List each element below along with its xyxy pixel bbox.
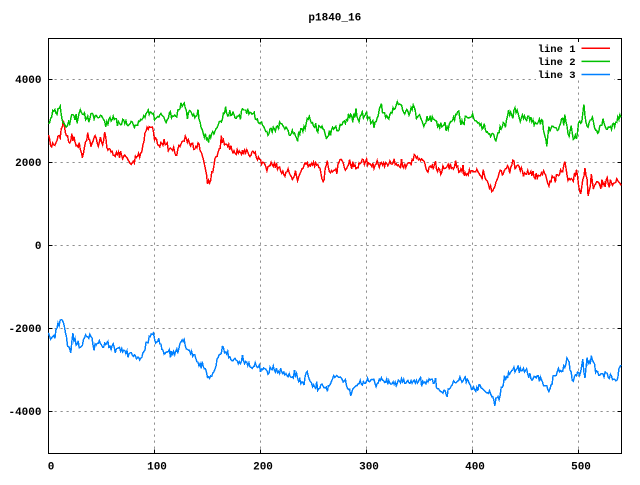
svg-text:0: 0 bbox=[35, 241, 42, 253]
svg-text:100: 100 bbox=[147, 462, 167, 474]
svg-text:line 2: line 2 bbox=[538, 57, 576, 69]
svg-text:300: 300 bbox=[359, 462, 379, 474]
svg-text:-2000: -2000 bbox=[8, 324, 41, 336]
svg-text:0: 0 bbox=[48, 462, 55, 474]
svg-text:4000: 4000 bbox=[15, 75, 41, 87]
svg-text:line 3: line 3 bbox=[538, 70, 576, 82]
svg-text:line 1: line 1 bbox=[538, 44, 576, 56]
svg-text:400: 400 bbox=[465, 462, 485, 474]
svg-text:2000: 2000 bbox=[15, 158, 41, 170]
svg-text:500: 500 bbox=[571, 462, 591, 474]
svg-text:-4000: -4000 bbox=[8, 407, 41, 419]
svg-text:p1840_16: p1840_16 bbox=[308, 13, 361, 25]
svg-text:200: 200 bbox=[253, 462, 273, 474]
